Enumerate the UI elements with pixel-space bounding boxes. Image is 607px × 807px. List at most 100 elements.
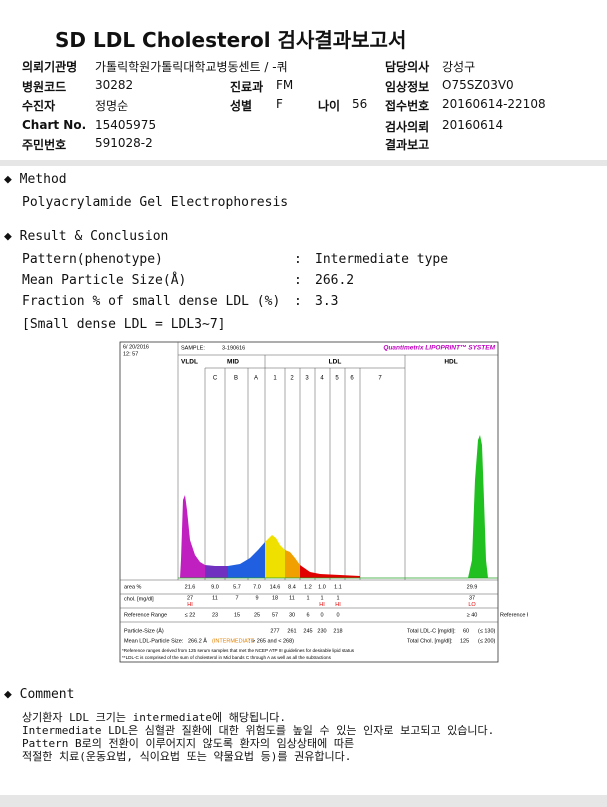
result-value: 266.2 <box>315 273 355 288</box>
field-label: 결과보고 <box>385 138 430 152</box>
summary-range: (≤ 130) <box>478 628 496 634</box>
field-value: F <box>276 97 283 111</box>
chol-value: 27 <box>187 595 193 601</box>
result-separator: : <box>294 273 302 288</box>
field-label: 성별 <box>230 99 253 113</box>
chol-value: 37 <box>469 595 475 601</box>
comment-line: Intermediate LDL은 심혈관 질환에 대한 위험도를 높일 수 있… <box>22 724 495 737</box>
result-value: Intermediate type <box>315 252 449 267</box>
fraction-label: 3 <box>305 376 309 382</box>
area-value: 21.6 <box>185 584 196 590</box>
footer-band <box>0 795 607 807</box>
field-label: 의뢰기관명 <box>22 60 78 74</box>
chol-flag: LO <box>468 602 476 608</box>
comment-line: Pattern B로의 전환이 이루어지지 않도록 환자의 임상상태에 따른 <box>22 737 355 750</box>
fraction-label: A <box>254 376 258 382</box>
field-label: 병원코드 <box>22 80 67 94</box>
field-value: 가톨릭학원가톨릭대학교병동센트 / -쿼 <box>95 60 288 74</box>
summary-value: 60 <box>463 628 469 634</box>
fraction-label: 6 <box>350 376 354 382</box>
field-value: 20160614 <box>442 118 504 132</box>
reference-value: 0 <box>320 612 323 618</box>
chol-value: 1 <box>336 595 339 601</box>
field-value: 강성구 <box>442 60 476 74</box>
chol-value: 1 <box>320 595 323 601</box>
particle-size: 277 <box>270 628 279 634</box>
fraction-label: 5 <box>335 376 339 382</box>
field-label: 수진자 <box>22 99 56 113</box>
chol-flag: HI <box>335 602 341 608</box>
row-label: Particle-Size (Å) <box>124 627 164 634</box>
fraction-label: 4 <box>320 376 324 382</box>
chol-flag: HI <box>187 602 193 608</box>
summary-range: (≤ 200) <box>478 638 496 644</box>
summary-label: Total LDL-C [mg/dl]: <box>407 628 456 634</box>
summary-value: 125 <box>460 638 469 644</box>
result-label: Mean Particle Size(Å) <box>22 273 187 288</box>
field-value: O75SZ03V0 <box>442 78 514 92</box>
field-value: FM <box>276 78 294 92</box>
band-label: MID <box>227 359 239 366</box>
comment-line: 적절한 치료(운동요법, 식이요법 또는 약물요법 등)를 권유합니다. <box>22 750 352 763</box>
field-value: 56 <box>352 97 368 111</box>
row-label: Reference Range <box>124 612 167 618</box>
result-separator: : <box>294 294 302 309</box>
band-label: VLDL <box>181 359 198 366</box>
summary-label: Total Chol. [mg/dl]: <box>407 638 453 644</box>
reference-value: ≥ 40 <box>467 612 478 618</box>
area-value: 8.4 <box>288 584 296 590</box>
area-value: 29.9 <box>467 584 478 590</box>
result-value: 3.3 <box>315 294 339 309</box>
footnote: **LDL-C is comprised of the sum of chole… <box>122 655 332 660</box>
reference-value: 6 <box>306 612 309 618</box>
chol-value: 7 <box>235 595 238 601</box>
system-name: Quantimetrix LIPOPRINT™ SYSTEM <box>383 345 495 352</box>
reference-value: 57 <box>272 612 278 618</box>
field-value: 591028-2 <box>95 136 153 150</box>
particle-size: 230 <box>317 628 326 634</box>
comment-line: 상기환자 LDL 크기는 intermediate에 해당됩니다. <box>22 711 287 724</box>
field-label: 주민번호 <box>22 138 67 152</box>
densitometry-trace <box>178 435 498 579</box>
field-label: 접수번호 <box>385 99 430 113</box>
area-value: 1.0 <box>318 584 326 590</box>
chol-value: 1 <box>306 595 309 601</box>
result-label: Pattern(phenotype) <box>22 252 163 267</box>
field-value: 15405975 <box>95 118 157 132</box>
field-label: 나이 <box>318 99 341 113</box>
sample-label: SAMPLE: <box>181 345 205 351</box>
chol-flag: HI <box>319 602 325 608</box>
field-label: 임상정보 <box>385 80 430 94</box>
field-value: 30282 <box>95 78 134 92</box>
area-value: 1.1 <box>334 584 342 590</box>
field-label: 담당의사 <box>385 60 430 74</box>
row-label: Reference Range <box>500 612 528 618</box>
particle-size: 218 <box>333 628 342 634</box>
row-label: chol. [mg/dl] <box>124 596 154 602</box>
chol-value: 18 <box>272 595 278 601</box>
separator <box>0 160 607 166</box>
reference-value: 25 <box>254 612 260 618</box>
sample: 3-190616 <box>222 345 245 351</box>
heading-text: Comment <box>19 687 75 702</box>
field-value: 20160614-22108 <box>442 97 546 111</box>
section-heading: ◆ Method <box>4 172 67 187</box>
fraction-label: 7 <box>378 376 382 382</box>
result-separator: : <box>294 252 302 267</box>
area-value: 14.6 <box>270 584 281 590</box>
reference-value: ≤ 22 <box>185 612 196 618</box>
section-heading: ◆ Result & Conclusion <box>4 229 169 244</box>
fraction-label: B <box>234 376 238 382</box>
fraction-label: C <box>213 376 218 382</box>
date: 6/ 20/2016 <box>123 344 149 350</box>
reference-value: 15 <box>234 612 240 618</box>
time: 12: 57 <box>123 351 138 357</box>
field-label: 진료과 <box>230 80 264 94</box>
area-value: 5.7 <box>233 584 241 590</box>
summary-value: 266.2 Å <box>188 637 207 644</box>
reference-value: 0 <box>336 612 339 618</box>
particle-size: 245 <box>303 628 312 634</box>
area-value: 1.2 <box>304 584 312 590</box>
